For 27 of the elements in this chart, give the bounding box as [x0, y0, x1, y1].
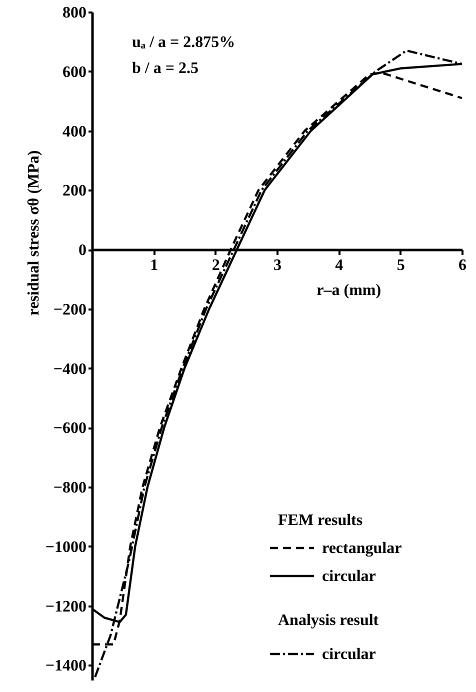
y-tick-label: 400 [62, 123, 86, 140]
x-tick-label: 3 [274, 257, 282, 274]
y-tick-label: −1000 [45, 538, 86, 556]
y-axis-title: residual stress σθ (MPa) [25, 150, 42, 316]
x-tick-label: 2 [212, 257, 220, 274]
y-tick-label: 200 [62, 182, 86, 200]
legend-label: circular [322, 646, 376, 663]
x-tick-label: 1 [150, 257, 158, 274]
y-tick-label: 600 [62, 64, 86, 81]
x-tick-label: 4 [335, 257, 344, 274]
annotation: FEM results [278, 512, 363, 529]
annotation: uₐ / a = 2.875% [132, 34, 236, 51]
y-tick-label: −800 [53, 480, 86, 497]
legend-label: circular [322, 568, 376, 585]
x-axis-title: r–a (mm) [316, 282, 382, 300]
y-tick-label: 0 [78, 242, 86, 260]
x-tick-label: 6 [458, 257, 466, 274]
annotation: Analysis result [278, 612, 380, 629]
y-tick-label: −1400 [45, 658, 86, 675]
y-tick-label: −400 [53, 360, 86, 378]
y-tick-label: −1200 [45, 598, 86, 616]
annotation: b / a = 2.5 [132, 60, 198, 77]
legend-label: rectangular [322, 540, 402, 557]
y-tick-label: −200 [53, 301, 86, 318]
y-tick-label: 800 [62, 4, 86, 22]
x-tick-label: 5 [396, 257, 405, 274]
y-tick-label: −600 [53, 420, 86, 438]
